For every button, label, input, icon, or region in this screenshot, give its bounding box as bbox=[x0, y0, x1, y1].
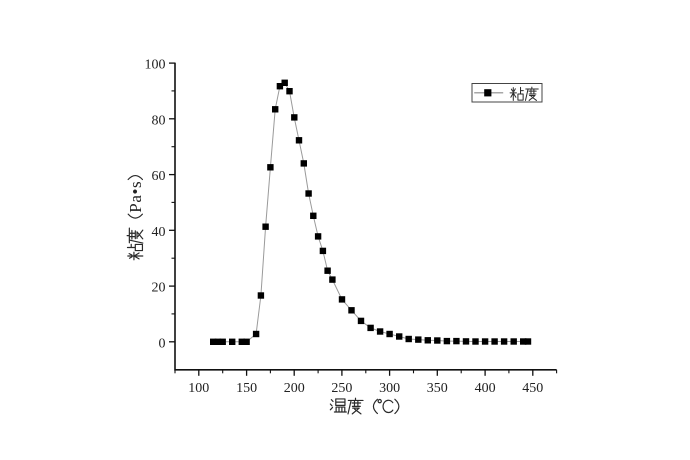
svg-text:Pa•s: Pa•s bbox=[126, 181, 145, 213]
svg-text:400: 400 bbox=[475, 381, 496, 396]
svg-text:450: 450 bbox=[522, 381, 543, 396]
svg-text:350: 350 bbox=[427, 381, 448, 396]
svg-text:250: 250 bbox=[331, 381, 352, 396]
svg-text:0: 0 bbox=[159, 336, 166, 351]
svg-text:20: 20 bbox=[152, 281, 166, 296]
svg-text:100: 100 bbox=[188, 381, 209, 396]
svg-text:80: 80 bbox=[152, 113, 166, 128]
svg-text:60: 60 bbox=[152, 169, 166, 184]
svg-text:300: 300 bbox=[379, 381, 400, 396]
svg-text:150: 150 bbox=[236, 381, 257, 396]
svg-text:100: 100 bbox=[145, 58, 166, 73]
svg-text:40: 40 bbox=[152, 225, 166, 240]
svg-text:200: 200 bbox=[284, 381, 305, 396]
